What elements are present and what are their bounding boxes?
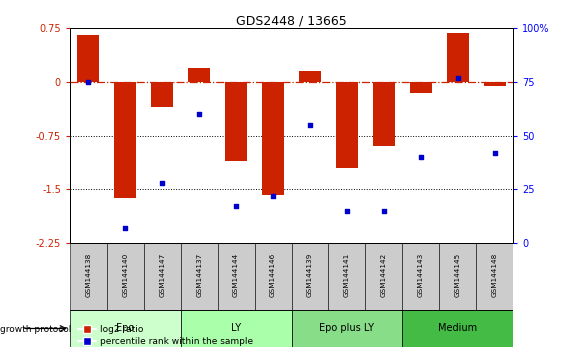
Bar [476,243,513,310]
Bar [336,82,358,168]
Bar [402,243,439,310]
Text: GSM144139: GSM144139 [307,253,313,297]
Text: Epo: Epo [116,324,135,333]
Bar [70,243,107,310]
Bar [483,82,505,86]
Text: GSM144141: GSM144141 [344,253,350,297]
Point [379,208,388,213]
Bar [255,243,292,310]
Text: GSM144142: GSM144142 [381,253,387,297]
Bar [78,35,100,82]
Text: LY: LY [231,324,241,333]
Bar [262,82,284,195]
Bar [410,82,432,93]
Bar [144,243,181,310]
Bar [439,243,476,310]
Text: Epo plus LY: Epo plus LY [319,324,374,333]
Bar [188,68,210,82]
Point [305,122,315,128]
Bar [181,243,217,310]
Point [416,154,426,160]
Text: GSM144145: GSM144145 [455,253,461,297]
Text: GSM144140: GSM144140 [122,253,128,297]
Bar [299,71,321,82]
Bar [447,33,469,82]
Legend: log2 ratio, percentile rank within the sample: log2 ratio, percentile rank within the s… [75,321,257,349]
Point [121,225,130,231]
Text: growth protocol: growth protocol [0,325,71,335]
Point [195,112,204,117]
Bar [402,310,513,347]
Text: Medium: Medium [438,324,477,333]
Bar [373,82,395,146]
Text: GSM144146: GSM144146 [270,253,276,297]
Bar [366,243,402,310]
Bar [217,243,255,310]
Bar [107,243,144,310]
Point [490,150,499,156]
Text: GSM144144: GSM144144 [233,253,239,297]
Point [342,208,352,213]
Point [84,79,93,85]
Title: GDS2448 / 13665: GDS2448 / 13665 [236,14,347,27]
Point [453,75,462,80]
Bar [328,243,366,310]
Point [231,204,241,209]
Text: GSM144148: GSM144148 [491,253,497,297]
Bar [70,310,181,347]
Bar [114,82,136,198]
Bar [225,82,247,161]
Text: GSM144137: GSM144137 [196,253,202,297]
Text: GSM144143: GSM144143 [418,253,424,297]
Bar [151,82,173,107]
Text: GSM144138: GSM144138 [86,253,92,297]
Point [268,193,278,199]
Text: GSM144147: GSM144147 [159,253,165,297]
Bar [292,310,402,347]
Bar [181,310,292,347]
Bar [292,243,328,310]
Point [157,180,167,186]
